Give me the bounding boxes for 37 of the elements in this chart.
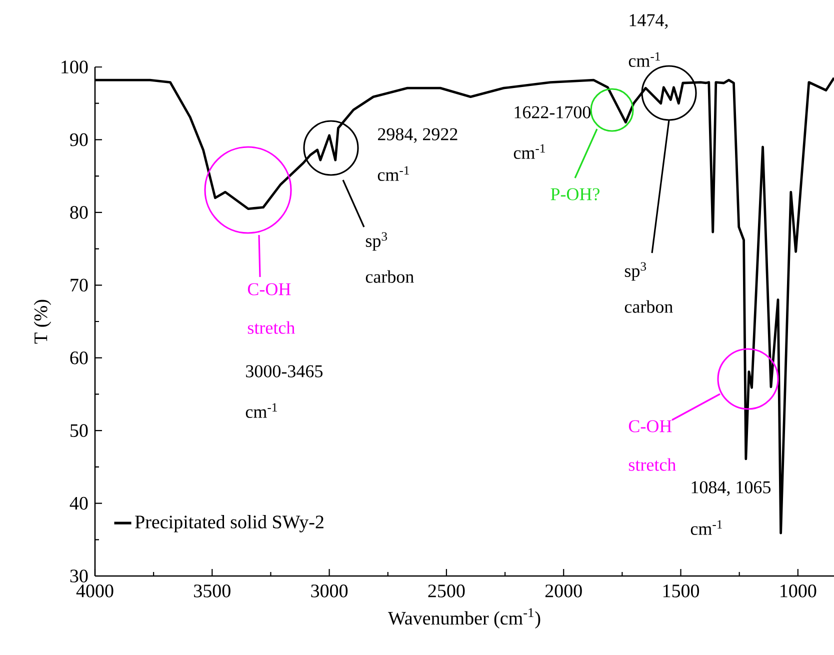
- annotation: 1084, 1065: [692, 481, 771, 496]
- y-tick-label: 100: [62, 60, 88, 74]
- y-tick-label: 40: [70, 496, 88, 510]
- annotation: P-OH?: [550, 188, 600, 200]
- x-tick-label: 2500: [428, 584, 465, 598]
- x-tick-label: 1500: [663, 584, 700, 598]
- annotation: C-OH: [628, 420, 672, 432]
- annotation: sp$^{3}$: [624, 262, 646, 281]
- x-tick-label: 2000: [545, 584, 582, 598]
- annotation: cm$^{-1}$: [514, 144, 545, 159]
- y-tick-label: 50: [70, 424, 88, 437]
- annotation: cm$^{-1}$: [246, 403, 277, 418]
- annotation: 2984, 2922: [378, 128, 458, 143]
- annotation: carbon: [624, 300, 673, 313]
- text: cm$^{-1}$: [628, 52, 660, 67]
- x-tick-label: 3000: [311, 584, 348, 598]
- x-tick-label: 3500: [194, 584, 230, 598]
- annotation: stretch: [628, 458, 676, 471]
- x-axis-title: Wavenumber (cm$^{-1}$): [388, 608, 540, 629]
- annotation: cm$^{-1}$: [378, 166, 409, 181]
- y-tick-label: 60: [70, 351, 88, 364]
- annotation: carbon: [366, 270, 414, 283]
- annotation: C-OH: [248, 283, 291, 296]
- annotation: cm$^{-1}$: [690, 520, 722, 535]
- annotation: sp$^{3}$: [366, 232, 388, 251]
- y-tick-label: 70: [70, 278, 88, 292]
- annotation: stretch: [248, 321, 295, 334]
- annotation: 1622-1700: [514, 106, 591, 118]
- x-tick-label: 1000: [780, 584, 816, 598]
- y-tick-label: 90: [70, 133, 88, 146]
- x-tick-label: 4000: [76, 584, 114, 598]
- y-tick-label: 30: [70, 570, 88, 582]
- text: 1474,: [630, 14, 668, 29]
- annotation: 3000-3465: [246, 365, 322, 378]
- legend-label: Precipitated solid SWy-2: [135, 515, 324, 532]
- y-axis-title: T (%): [34, 300, 52, 344]
- y-tick-label: 80: [70, 206, 88, 219]
